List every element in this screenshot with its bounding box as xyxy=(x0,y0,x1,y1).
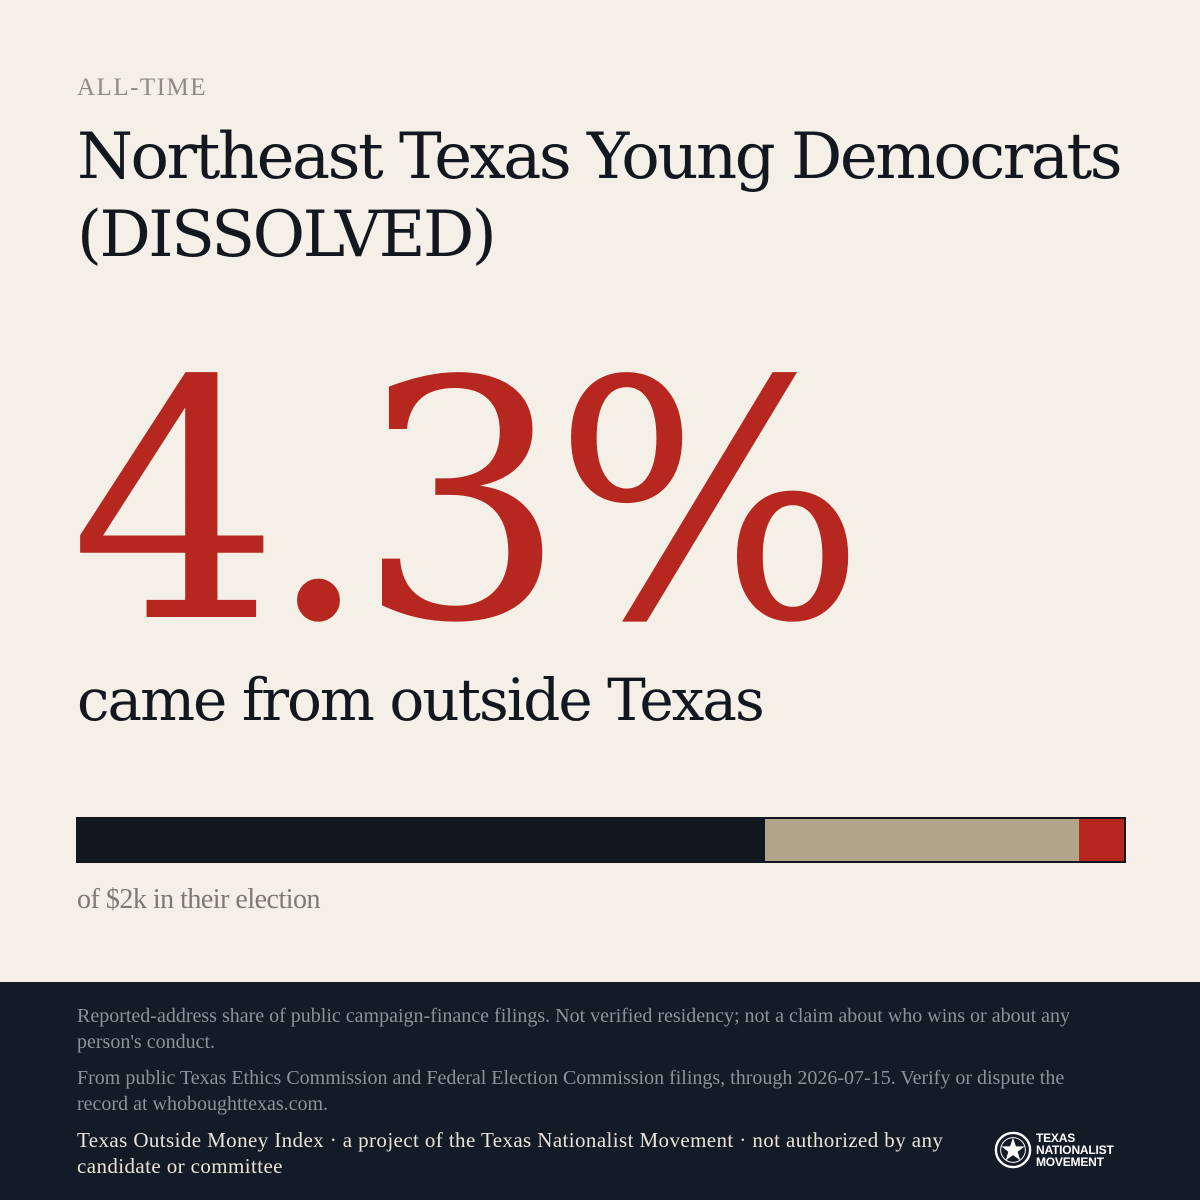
bar-segment-unknown xyxy=(765,819,1080,861)
logo-wordmark: TEXAS NATIONALIST MOVEMENT xyxy=(1036,1132,1114,1168)
footer-panel xyxy=(0,982,1200,1200)
bar-caption: of $2k in their election xyxy=(77,884,321,915)
credit-line: Texas Outside Money Index · a project of… xyxy=(77,1128,944,1178)
methodology-note: Reported-address share of public campaig… xyxy=(77,1005,1071,1053)
tnm-logo: TEXAS NATIONALIST MOVEMENT xyxy=(994,1131,1114,1169)
outside-share-stat: 4.3% xyxy=(70,311,866,695)
funding-share-bar xyxy=(76,817,1126,863)
logo-line-3: MOVEMENT xyxy=(1036,1155,1104,1169)
eyebrow-label: ALL-TIME xyxy=(77,74,208,101)
page-title: Northeast Texas Young Democrats (DISSOLV… xyxy=(77,120,1123,272)
logo-line-2: NATIONALIST xyxy=(1036,1143,1114,1157)
stat-caption: came from outside Texas xyxy=(77,666,765,734)
source-note: From public Texas Ethics Commission and … xyxy=(77,1067,1065,1115)
bar-segment-in-texas xyxy=(78,819,766,861)
logo-line-1: TEXAS xyxy=(1036,1131,1076,1145)
star-seal-icon xyxy=(994,1131,1032,1169)
bar-segment-outside-texas xyxy=(1079,819,1124,861)
